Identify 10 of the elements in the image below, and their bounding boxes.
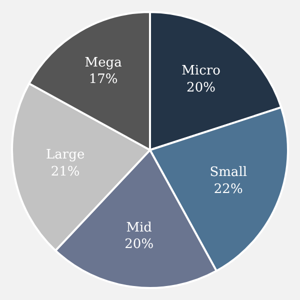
data-label: 20% xyxy=(186,80,216,96)
slice-label: Mega xyxy=(84,55,122,70)
data-label: 20% xyxy=(124,237,154,252)
data-label: 17% xyxy=(88,72,118,88)
data-label: 22% xyxy=(214,182,243,197)
data-label: 21% xyxy=(50,164,80,180)
slice-label: Small xyxy=(210,165,248,180)
slice-label: Large xyxy=(46,147,85,162)
slice-label: Micro xyxy=(182,64,221,79)
slice-label: Mid xyxy=(126,220,152,236)
